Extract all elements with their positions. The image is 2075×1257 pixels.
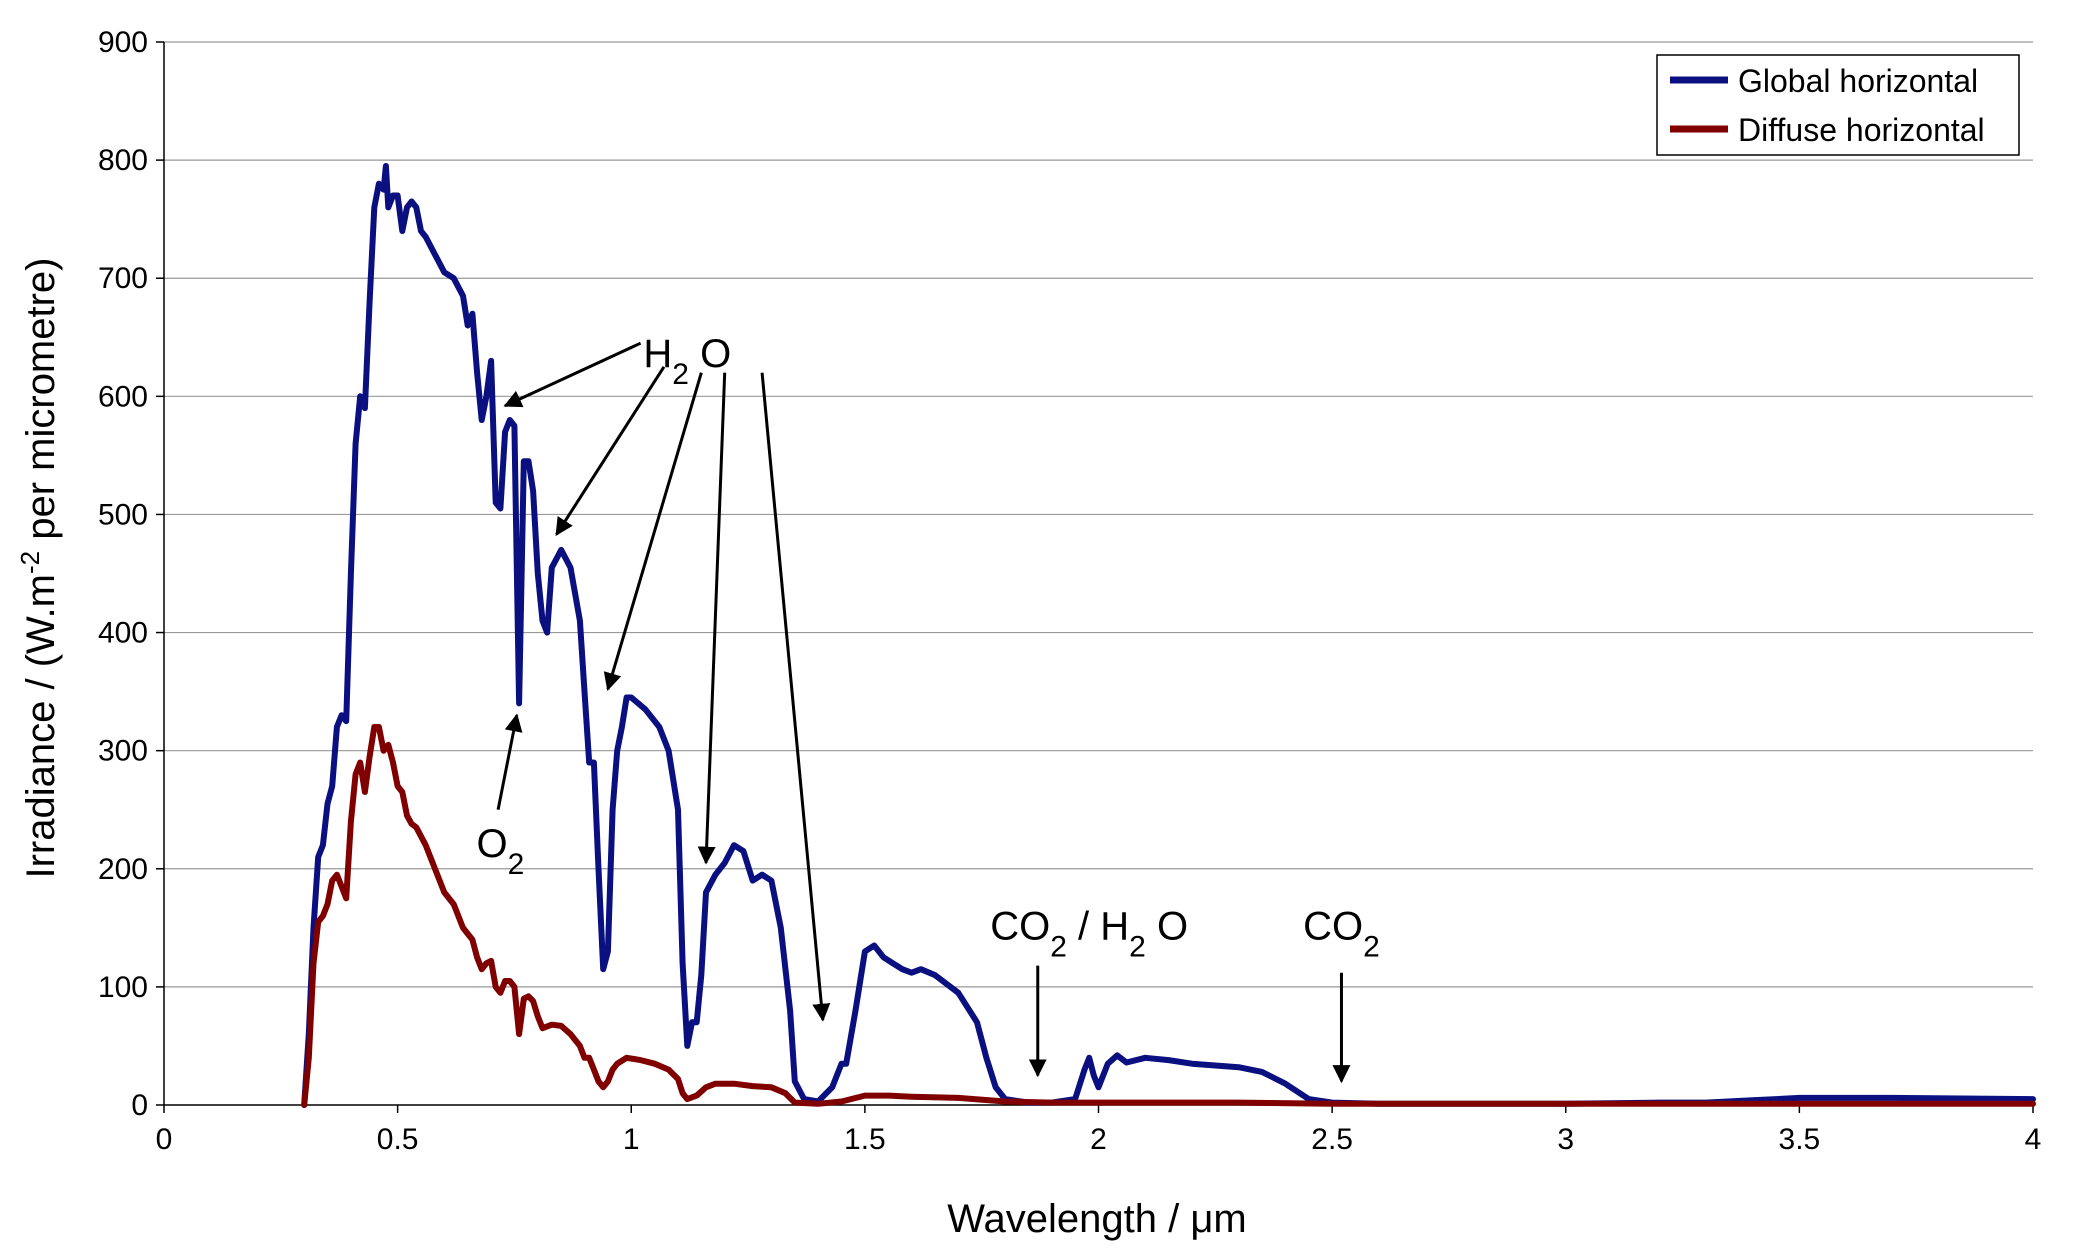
annotation-text-post: O [689, 332, 731, 376]
y-axis-title-sup: -2 [15, 551, 45, 574]
annotation-arrow-h2o-2 [603, 372, 703, 691]
annotation-label-co2-h2o: CO2 / H2 O [990, 905, 1188, 964]
y-tick-label-5: 500 [98, 498, 148, 531]
annotation-text-subscript: 2 [1129, 930, 1146, 963]
annotation-text-base: CO [1303, 905, 1363, 949]
legend: Global horizontal Diffuse horizontal [1656, 54, 2020, 156]
x-tick-label-5: 2.5 [1311, 1123, 1353, 1156]
y-tick-label-8: 800 [98, 144, 148, 177]
y-tick-label-4: 400 [98, 617, 148, 650]
x-tick-label-6: 3 [1557, 1123, 1574, 1156]
annotation-text-subscript: 2 [508, 847, 525, 880]
annotation-arrow-o2-0 [496, 713, 523, 811]
series-lines [301, 163, 2036, 1108]
legend-box [1656, 54, 2020, 156]
horizontal-gridlines [164, 41, 2033, 988]
annotation-arrow-h2o-0 [503, 341, 642, 408]
y-axis-title-post: per micrometre) [19, 257, 63, 550]
annotation-text-post: / H [1067, 905, 1129, 949]
annotation-label-o2: O2 [477, 822, 525, 881]
annotation-text-base: H [643, 332, 672, 376]
y-tick-label-0: 0 [131, 1089, 148, 1122]
x-tick-label-3: 1.5 [844, 1123, 886, 1156]
series-line-diffuse-horizontal [301, 724, 2036, 1108]
y-tick-label-7: 700 [98, 262, 148, 295]
annotation-text-subscript: 2 [672, 357, 689, 390]
annotation-text-post: O [1146, 905, 1188, 949]
y-tick-label-9: 900 [98, 26, 148, 59]
legend-label-global: Global horizontal [1738, 63, 1978, 99]
annotation-label-co2: CO2 [1303, 905, 1380, 964]
annotation-arrow-h2o-3 [697, 372, 727, 865]
x-tick-label-2: 1 [623, 1123, 640, 1156]
y-tick-label-6: 600 [98, 380, 148, 413]
x-tick-label-1: 0.5 [377, 1123, 419, 1156]
x-tick-label-4: 2 [1090, 1123, 1107, 1156]
y-tick-label-2: 200 [98, 853, 148, 886]
annotation-text-subscript: 2 [1050, 930, 1067, 963]
annotation-text-base: O [477, 822, 508, 866]
annotation-arrow-h2o-4 [760, 372, 831, 1022]
x-tick-label-8: 4 [2025, 1123, 2042, 1156]
y-tick-label-3: 300 [98, 735, 148, 768]
y-tick-labels: 0 100 200 300 400 500 600 700 800 900 [98, 26, 148, 1122]
annotation-text-base: CO [990, 905, 1050, 949]
x-tick-labels: 0 0.5 1 1.5 2 2.5 3 3.5 4 [156, 1123, 2042, 1156]
annotation-arrow-h2o-1 [555, 365, 666, 537]
y-axis-title-pre: Irradiance / (W.m [19, 574, 63, 879]
x-tick-label-0: 0 [156, 1123, 173, 1156]
annotation-label-h2o: H2 O [643, 332, 731, 391]
legend-label-diffuse: Diffuse horizontal [1738, 112, 1985, 148]
annotation-text-subscript: 2 [1363, 930, 1380, 963]
x-tick-label-7: 3.5 [1779, 1123, 1821, 1156]
axes [156, 41, 2034, 1113]
series-line-global-horizontal [301, 163, 2036, 1108]
y-axis-title: Irradiance / (W.m-2 per micrometre) [15, 257, 63, 878]
y-tick-label-1: 100 [98, 971, 148, 1004]
x-axis-title: Wavelength / μm [947, 1197, 1246, 1241]
